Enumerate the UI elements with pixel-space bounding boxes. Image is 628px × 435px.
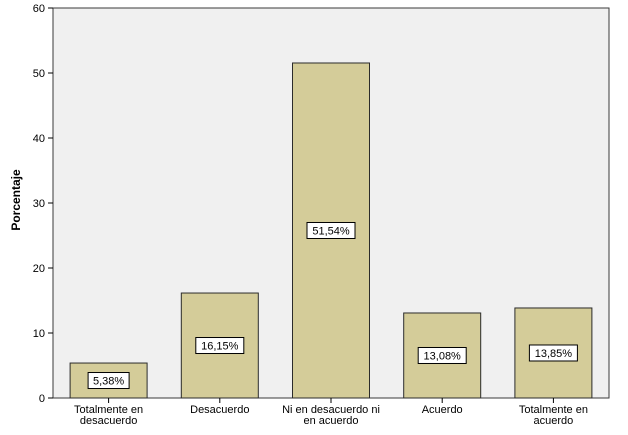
y-tick-label: 50	[33, 68, 45, 80]
y-axis-label: Porcentaje	[9, 169, 23, 231]
y-tick-label: 10	[33, 328, 45, 340]
x-tick-label: Ni en desacuerdo ni en acuerdo	[282, 404, 380, 427]
data-label-box	[417, 346, 467, 364]
data-label-box	[528, 344, 578, 362]
data-label: 13,85%	[535, 348, 573, 360]
data-label: 5,38%	[93, 376, 124, 388]
data-label-box	[87, 372, 130, 390]
data-label-box	[306, 221, 356, 239]
y-tick-label: 20	[33, 263, 45, 275]
x-tick-label: Acuerdo	[422, 404, 463, 416]
y-tick-label: 0	[39, 393, 45, 405]
x-tick-label: Totalmente en desacuerdo	[74, 404, 143, 427]
x-tick-label: Totalmente en acuerdo	[519, 404, 588, 427]
y-tick-label: 30	[33, 198, 45, 210]
data-label: 13,08%	[424, 350, 462, 362]
data-label: 16,15%	[201, 341, 239, 353]
x-tick-label: Desacuerdo	[190, 404, 249, 416]
y-tick-label: 40	[33, 133, 45, 145]
data-label: 51,54%	[312, 225, 350, 237]
y-tick-label: 60	[33, 3, 45, 15]
data-label-box	[195, 337, 245, 355]
